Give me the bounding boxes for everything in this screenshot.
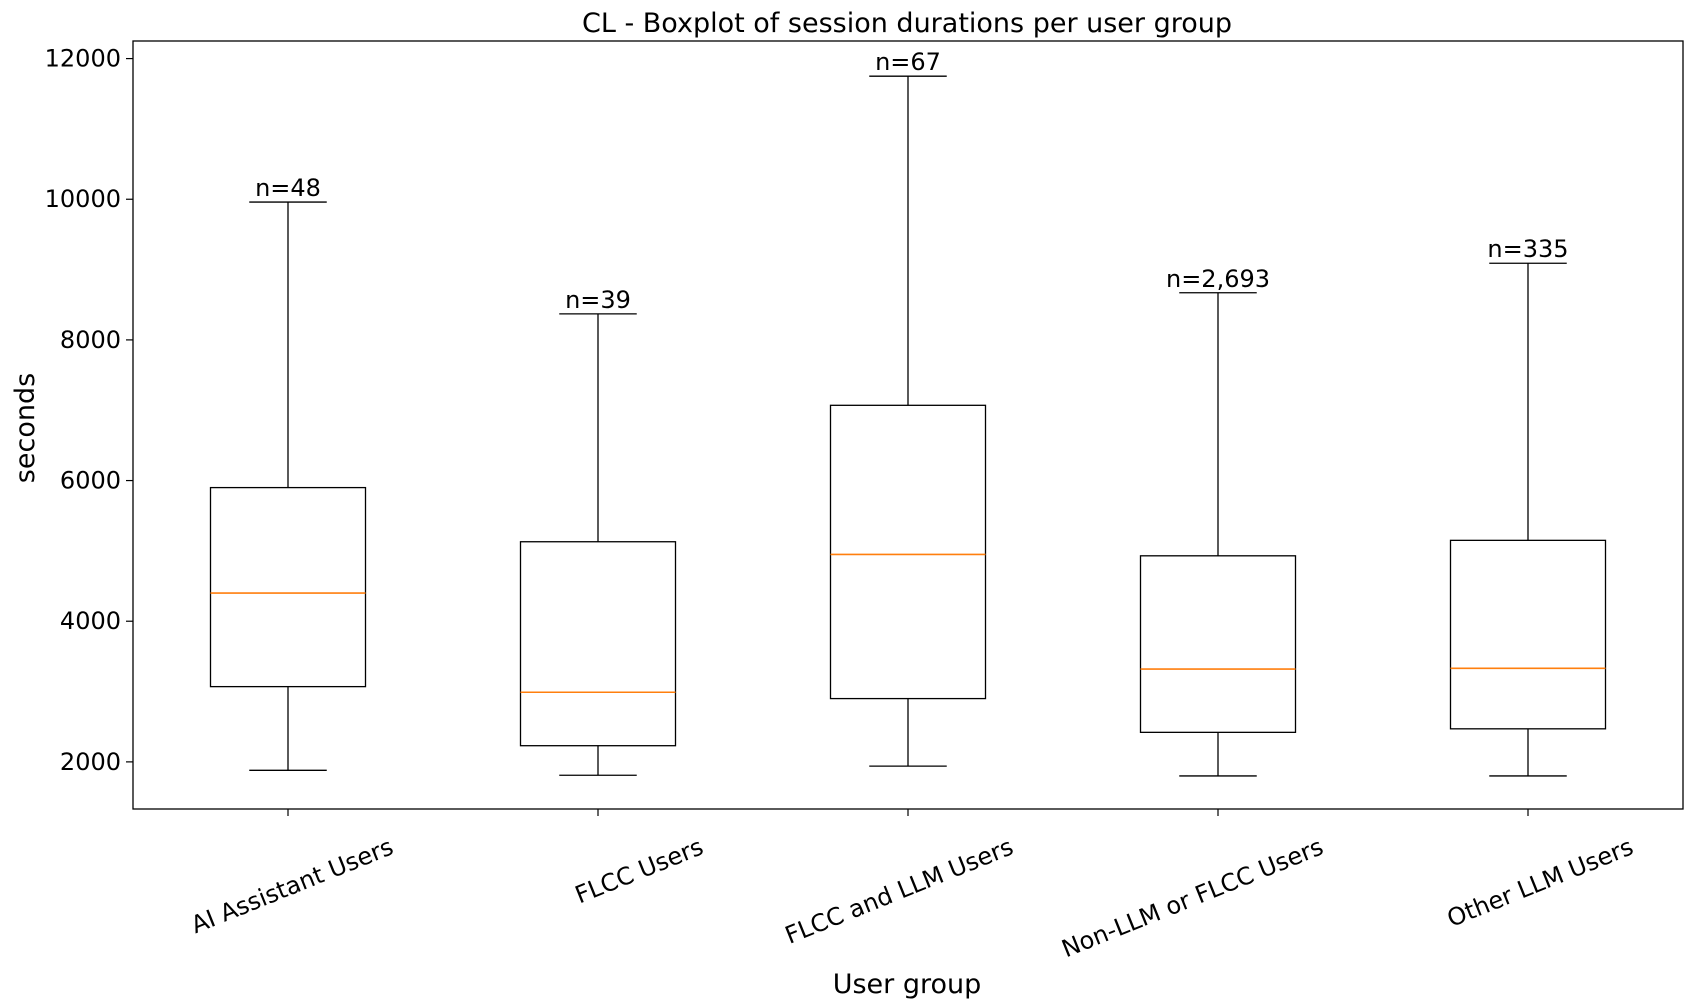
x-tick-label: Non-LLM or FLCC Users bbox=[1058, 833, 1327, 964]
y-axis-label: seconds bbox=[10, 373, 41, 483]
sample-size-label: n=2,693 bbox=[1166, 265, 1270, 293]
y-tick-label: 12000 bbox=[45, 45, 121, 73]
box-group: n=67 bbox=[829, 48, 987, 767]
iqr-box bbox=[519, 541, 677, 747]
sample-size-label: n=39 bbox=[565, 286, 631, 314]
y-tick-label: 8000 bbox=[60, 326, 121, 354]
sample-size-label: n=335 bbox=[1487, 235, 1568, 263]
x-axis: AI Assistant Users FLCC Users FLCC and LLM… bbox=[187, 809, 1637, 963]
iqr-box bbox=[209, 486, 367, 688]
y-tick-label: 10000 bbox=[45, 185, 121, 213]
sample-size-label: n=48 bbox=[255, 174, 321, 202]
sample-size-label: n=67 bbox=[875, 48, 941, 76]
plot-area: n=48 n=39 n=67 n=2,693 n=335 bbox=[209, 48, 1607, 777]
box-group: n=48 bbox=[209, 174, 367, 771]
y-tick-label: 4000 bbox=[60, 607, 121, 635]
plot-frame bbox=[132, 40, 1684, 810]
x-tick-label: Other LLM Users bbox=[1443, 833, 1637, 933]
x-tick-label: AI Assistant Users bbox=[187, 833, 397, 940]
iqr-box bbox=[829, 404, 987, 700]
iqr-box bbox=[1449, 539, 1607, 730]
box-group: n=335 bbox=[1449, 235, 1607, 777]
x-axis-label: User group bbox=[833, 969, 982, 1000]
y-axis: 2000 4000 6000 8000 10000 12000 bbox=[45, 45, 133, 776]
x-tick-label: FLCC and LLM Users bbox=[781, 833, 1017, 950]
box-group: n=39 bbox=[519, 286, 677, 776]
y-tick-label: 2000 bbox=[60, 748, 121, 776]
y-tick-label: 6000 bbox=[60, 467, 121, 495]
box-group: n=2,693 bbox=[1139, 265, 1297, 777]
iqr-box bbox=[1139, 555, 1297, 733]
chart-title: CL - Boxplot of session durations per us… bbox=[582, 8, 1232, 39]
x-tick-label: FLCC Users bbox=[571, 833, 707, 910]
